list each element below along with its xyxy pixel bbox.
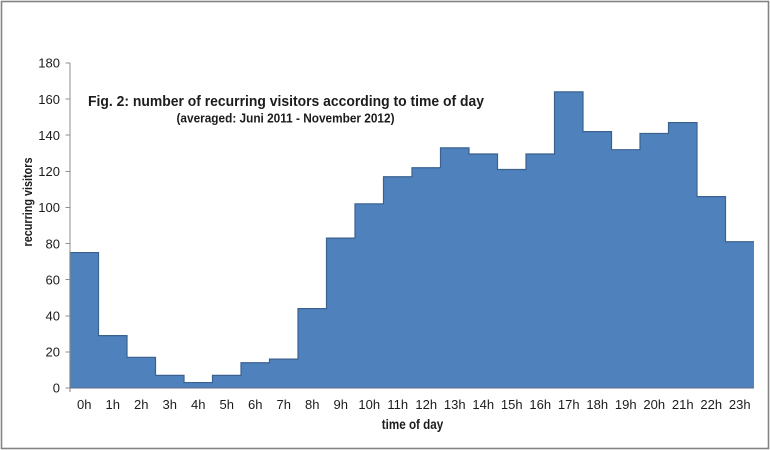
svg-text:17h: 17h [558, 397, 580, 412]
svg-text:(averaged: Juni 2011 - Novembe: (averaged: Juni 2011 - November 2012) [177, 111, 395, 126]
svg-text:8h: 8h [305, 397, 319, 412]
svg-text:time of day: time of day [382, 416, 444, 432]
svg-text:60: 60 [46, 272, 60, 287]
svg-text:9h: 9h [334, 397, 348, 412]
svg-text:20h: 20h [643, 397, 665, 412]
svg-text:6h: 6h [248, 397, 262, 412]
svg-text:11h: 11h [387, 397, 408, 412]
svg-text:0: 0 [53, 381, 60, 396]
svg-text:10h: 10h [358, 397, 380, 412]
svg-text:18h: 18h [586, 397, 608, 412]
svg-text:140: 140 [38, 128, 60, 143]
svg-text:20: 20 [46, 345, 60, 360]
svg-text:3h: 3h [163, 397, 177, 412]
svg-text:22h: 22h [700, 397, 722, 412]
svg-text:19h: 19h [615, 397, 637, 412]
svg-text:15h: 15h [501, 397, 523, 412]
svg-text:2h: 2h [134, 397, 148, 412]
svg-text:5h: 5h [220, 397, 234, 412]
svg-text:14h: 14h [472, 397, 494, 412]
svg-text:16h: 16h [529, 397, 551, 412]
svg-text:120: 120 [38, 164, 60, 179]
svg-text:80: 80 [46, 236, 60, 251]
svg-text:1h: 1h [106, 397, 120, 412]
svg-text:Fig. 2: number of recurring vi: Fig. 2: number of recurring visitors acc… [88, 94, 484, 110]
svg-text:100: 100 [38, 200, 60, 215]
svg-text:180: 180 [38, 56, 60, 71]
svg-text:21h: 21h [672, 397, 694, 412]
svg-text:7h: 7h [277, 397, 291, 412]
svg-text:23h: 23h [729, 397, 751, 412]
svg-text:4h: 4h [191, 397, 205, 412]
svg-text:recurring visitors: recurring visitors [20, 158, 35, 247]
svg-text:12h: 12h [415, 397, 437, 412]
svg-text:0h: 0h [77, 397, 91, 412]
svg-text:40: 40 [46, 308, 60, 323]
svg-text:13h: 13h [444, 397, 466, 412]
svg-text:160: 160 [38, 92, 60, 107]
